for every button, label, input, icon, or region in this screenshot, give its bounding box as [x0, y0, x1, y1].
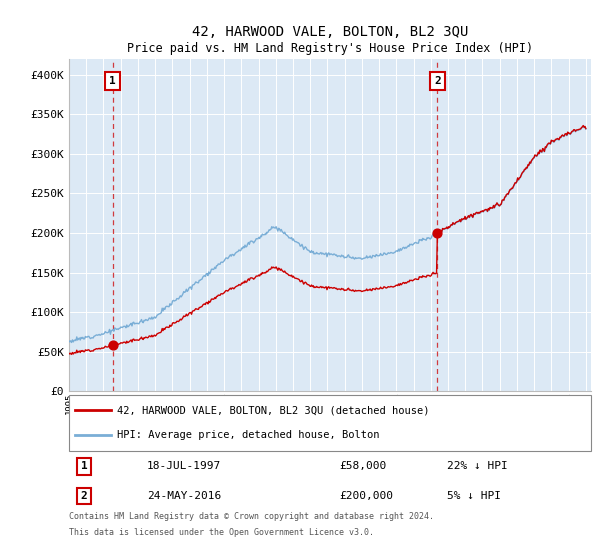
Text: 5% ↓ HPI: 5% ↓ HPI: [447, 491, 501, 501]
Text: 18-JUL-1997: 18-JUL-1997: [147, 461, 221, 472]
Text: 2: 2: [434, 76, 441, 86]
Text: Price paid vs. HM Land Registry's House Price Index (HPI): Price paid vs. HM Land Registry's House …: [127, 42, 533, 55]
Text: 2: 2: [80, 491, 88, 501]
Text: 42, HARWOOD VALE, BOLTON, BL2 3QU (detached house): 42, HARWOOD VALE, BOLTON, BL2 3QU (detac…: [117, 405, 430, 416]
Point: [433, 228, 442, 237]
Text: Contains HM Land Registry data © Crown copyright and database right 2024.: Contains HM Land Registry data © Crown c…: [69, 512, 434, 521]
Point: [108, 341, 118, 350]
Text: 1: 1: [80, 461, 88, 472]
Text: £58,000: £58,000: [339, 461, 386, 472]
Text: 22% ↓ HPI: 22% ↓ HPI: [447, 461, 508, 472]
Text: HPI: Average price, detached house, Bolton: HPI: Average price, detached house, Bolt…: [117, 430, 380, 440]
Text: 1: 1: [109, 76, 116, 86]
Text: 42, HARWOOD VALE, BOLTON, BL2 3QU: 42, HARWOOD VALE, BOLTON, BL2 3QU: [192, 25, 468, 39]
Text: £200,000: £200,000: [339, 491, 393, 501]
Text: This data is licensed under the Open Government Licence v3.0.: This data is licensed under the Open Gov…: [69, 528, 374, 536]
Text: 24-MAY-2016: 24-MAY-2016: [147, 491, 221, 501]
